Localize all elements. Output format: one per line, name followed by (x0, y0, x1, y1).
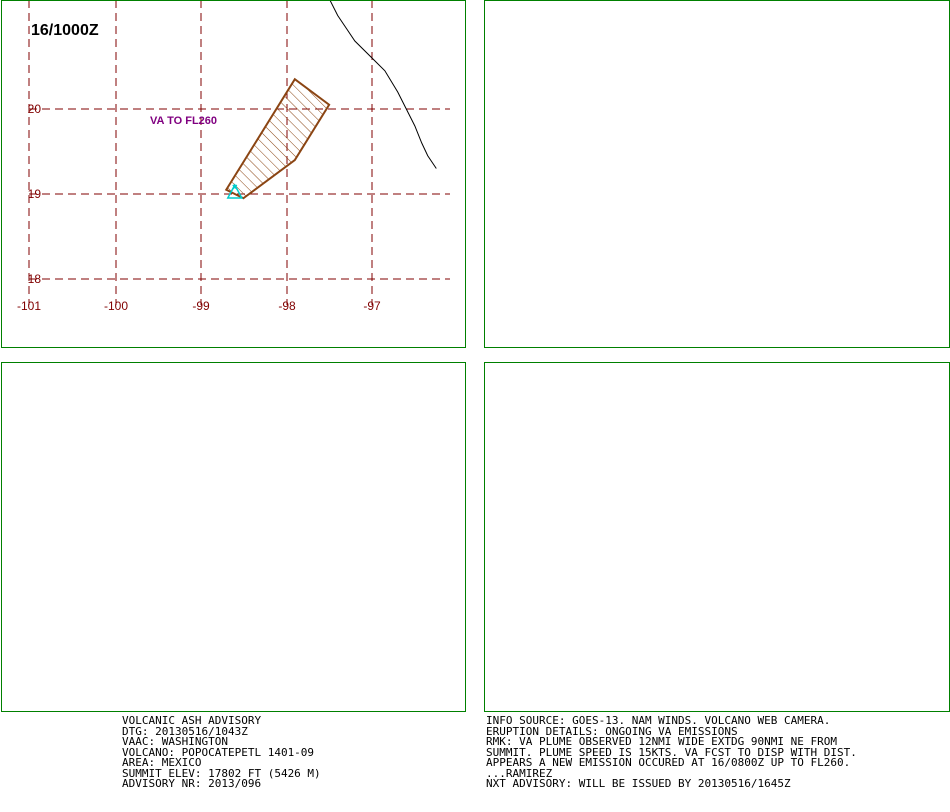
panel-frame (484, 0, 950, 348)
volcano-marker (228, 548, 242, 561)
lon-tick-label: -97 (363, 299, 381, 313)
advisory-line: ERUPTION DETAILS: ONGOING VA EMISSIONS (486, 724, 738, 738)
lon-tick-label: -101 (501, 662, 525, 676)
lon-tick-label: -101 (17, 299, 41, 313)
lon-tick-label: -100 (588, 299, 612, 313)
lat-tick-label: 18 (28, 272, 42, 286)
panel-frame (1, 362, 466, 712)
advisory-remarks-info: INFO SOURCE: GOES-13. NAM WINDS. VOLCANO… (486, 714, 857, 790)
advisory-line: VOLCANO: POPOCATEPETL 1401-09 (122, 745, 315, 759)
advisory-line: SUMMIT. PLUME SPEED IS 15KTS. VA FCST TO… (486, 745, 857, 759)
advisory-line: DTG: 20130516/1043Z (122, 724, 248, 738)
lon-tick-label: -98 (762, 299, 780, 313)
volcano-marker (712, 548, 726, 561)
lat-tick-label: 19 (512, 550, 526, 564)
lat-tick-label: 18 (28, 635, 42, 649)
lat-tick-label: 20 (28, 102, 42, 116)
lon-tick-label: -99 (192, 299, 210, 313)
lon-tick-label: -98 (278, 299, 296, 313)
ash-label: VA TO FL260 (634, 115, 701, 127)
volcano-marker (712, 185, 726, 198)
lon-tick-label: -97 (847, 299, 865, 313)
advisory-header-info: VOLCANIC ASH ADVISORY DTG: 20130516/1043Z… (122, 714, 321, 790)
coastline (329, 0, 437, 169)
advisory-line: RMK: VA PLUME OBSERVED 12NMI WIDE EXTDG … (486, 735, 837, 748)
lat-tick-label: 20 (28, 465, 42, 479)
lat-tick-label: 19 (512, 187, 526, 201)
ash-label-box (99, 475, 253, 492)
lon-tick-label: -98 (762, 662, 780, 676)
lat-tick-label: 19 (28, 187, 42, 201)
coastline (813, 0, 920, 169)
lat-tick-label: 20 (512, 102, 526, 116)
map-panel-3: -101 -100 -99 -98 -97 20 19 18 16/2200Z SFC/FL260… (1, 362, 466, 712)
lat-tick-label: 19 (28, 550, 42, 564)
lon-tick-label: -100 (104, 299, 128, 313)
advisory-line: SUMMIT ELEV: 17802 FT (5426 M) (122, 766, 321, 780)
coastline (329, 362, 436, 532)
lon-tick-label: -101 (17, 662, 41, 676)
ash-label: SFC/FL260 NO ASH EXP (104, 478, 237, 491)
advisory-line: INFO SOURCE: GOES-13. NAM WINDS. VOLCANO… (486, 714, 831, 727)
lon-tick-label: -101 (501, 299, 525, 313)
advisory-line: ...RAMIREZ (486, 766, 553, 780)
lon-tick-label: -99 (192, 662, 210, 676)
coastline (813, 362, 920, 532)
lon-tick-label: -100 (104, 662, 128, 676)
advisory-line: VAAC: WASHINGTON (122, 735, 228, 748)
lat-tick-label: 18 (512, 272, 526, 286)
ash-label: VA TO FL260 (150, 115, 217, 127)
panel-frame (484, 362, 950, 712)
panel-time-title: 16/1600Z (515, 22, 583, 39)
lon-tick-label: -98 (278, 662, 296, 676)
map-panel-2: -101 -100 -99 -98 -97 20 19 18 16/1600Z VA TO FL2… (484, 0, 950, 348)
lon-tick-label: -100 (588, 662, 612, 676)
panel-time-title: 16/1000Z (31, 22, 99, 39)
advisory-line: VOLCANIC ASH ADVISORY (122, 714, 262, 727)
map-panel-1: -101 -100 -99 -98 -97 20 19 18 16/1000Z VA TO FL2… (1, 0, 466, 348)
lat-tick-label: 18 (512, 635, 526, 649)
lon-tick-label: -99 (676, 299, 694, 313)
lon-tick-label: -97 (363, 662, 381, 676)
advisory-line: ADVISORY NR: 2013/096 (122, 777, 262, 790)
lat-tick-label: 20 (512, 465, 526, 479)
panel-frame (1, 0, 466, 348)
panel-time-title: 16/2200Z (31, 385, 99, 402)
lon-tick-label: -97 (847, 662, 865, 676)
advisory-line: AREA: MEXICO (122, 756, 202, 769)
volcano-marker (226, 183, 244, 199)
advisory-line: APPEARS A NEW EMISSION OCCURED AT 16/080… (486, 756, 851, 769)
ash-cloud-polygon (715, 37, 874, 207)
panel-time-title: 17/0400Z (515, 385, 583, 402)
ash-cloud-polygon (224, 77, 331, 200)
lon-tick-label: -99 (676, 662, 694, 676)
advisory-line: NXT ADVISORY: WILL BE ISSUED BY 20130516… (486, 777, 791, 790)
